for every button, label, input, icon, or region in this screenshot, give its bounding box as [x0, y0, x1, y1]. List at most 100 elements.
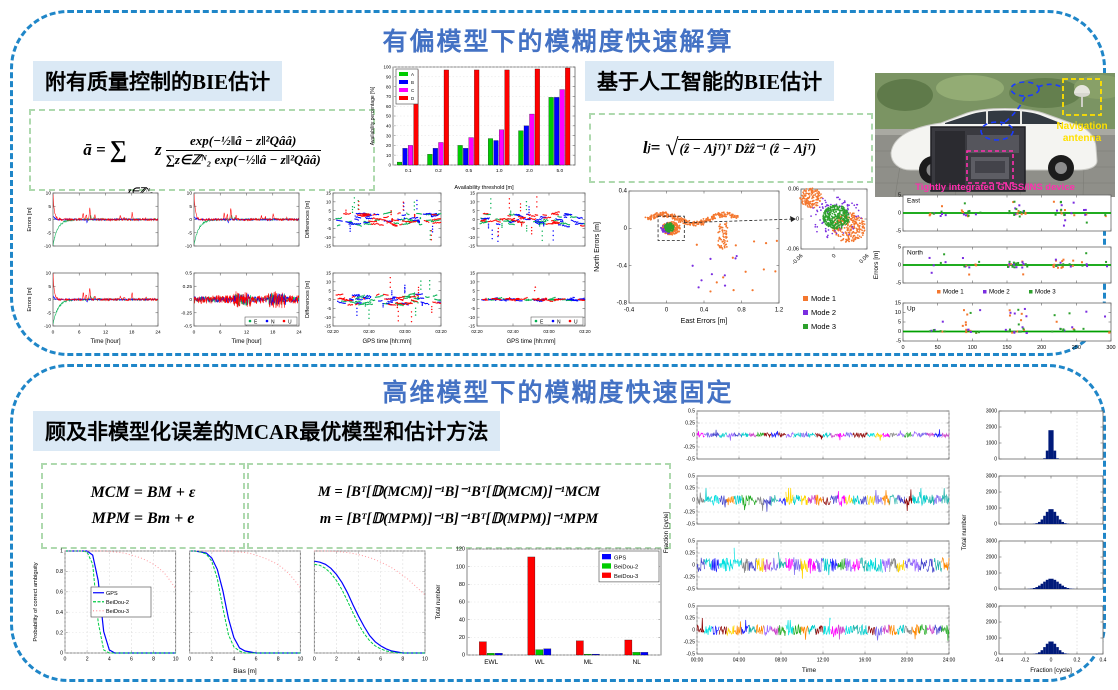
- svg-text:0: 0: [692, 498, 695, 504]
- svg-text:-5: -5: [896, 229, 901, 235]
- svg-text:-0.4: -0.4: [995, 658, 1004, 664]
- svg-text:Fraction [cycle]: Fraction [cycle]: [1030, 667, 1072, 674]
- total-number-bar-chart: 0 20 40 60 80 100 120 EWL WL ML NL Total number GPS B…: [433, 541, 667, 675]
- svg-text:1000: 1000: [986, 571, 997, 577]
- svg-text:0.5: 0.5: [465, 168, 472, 174]
- estimator-formula: M = [Bᵀ[𝔻(MCM)]⁻¹B]⁻¹Bᵀ[𝔻(MCM)]⁻¹MCM m =…: [247, 463, 671, 549]
- svg-text:0: 0: [898, 329, 901, 335]
- svg-text:10: 10: [470, 200, 476, 205]
- svg-text:0: 0: [64, 657, 67, 663]
- signal-path-dashes: [980, 81, 1063, 141]
- svg-text:-5: -5: [471, 306, 475, 311]
- svg-text:0.5: 0.5: [688, 474, 695, 480]
- svg-text:-5: -5: [327, 306, 331, 311]
- svg-text:1.0: 1.0: [496, 168, 503, 174]
- panel-bottom-title: 高维模型下的模糊度快速固定: [382, 379, 734, 407]
- section-header-bie-qc: 附有质量控制的BIE估计: [33, 61, 283, 101]
- svg-text:10: 10: [326, 200, 332, 205]
- antenna-label-line1: Navigation: [1056, 121, 1107, 132]
- section-header-bie-qc-cn2: 估计: [228, 71, 271, 94]
- svg-text:8: 8: [152, 657, 155, 663]
- svg-text:02:40: 02:40: [363, 329, 375, 334]
- probability-curves-chart: 0 0.2 0.4 0.6 0.8 1 0 2 4 6 8 10 GPS BeiDou-2 BeiDou-3…: [29, 547, 431, 675]
- svg-text:0.4: 0.4: [700, 308, 709, 314]
- svg-text:U: U: [288, 319, 292, 325]
- differences-chart: -15 -10 -5 0 5 10 15 Differences [m] -15 -10 -5 0 5 1…: [301, 187, 591, 349]
- svg-text:NL: NL: [633, 659, 642, 666]
- svg-text:Mode 2: Mode 2: [811, 308, 836, 317]
- svg-text:GPS: GPS: [614, 555, 626, 561]
- svg-text:5.0: 5.0: [556, 168, 563, 174]
- svg-text:2000: 2000: [986, 490, 997, 496]
- svg-text:0.5: 0.5: [688, 409, 695, 415]
- svg-text:Mode 3: Mode 3: [1035, 289, 1056, 296]
- svg-text:03:00: 03:00: [543, 329, 555, 334]
- svg-text:North Errors [m]: North Errors [m]: [594, 222, 601, 272]
- svg-text:Total number: Total number: [961, 515, 968, 551]
- svg-text:Time [hour]: Time [hour]: [231, 339, 261, 345]
- svg-text:0.4: 0.4: [619, 189, 628, 195]
- svg-text:0.25: 0.25: [685, 551, 695, 557]
- svg-text:02:20: 02:20: [327, 329, 339, 334]
- svg-text:0: 0: [898, 211, 901, 217]
- svg-text:-10: -10: [44, 324, 51, 330]
- svg-text:N: N: [271, 319, 275, 325]
- svg-text:3000: 3000: [986, 539, 997, 545]
- panel-biased-model: 有偏模型下的模糊度快速解算 附有质量控制的BIE估计 ā = ∑ z∈ℤᴺ₂ z…: [10, 10, 1118, 356]
- svg-text:5: 5: [328, 208, 331, 213]
- svg-text:0.06: 0.06: [859, 253, 871, 265]
- svg-text:10: 10: [422, 657, 428, 663]
- bie-formula-sum-sub: z∈ℤᴺ₂: [127, 186, 153, 196]
- svg-text:-5: -5: [471, 226, 475, 231]
- svg-text:50: 50: [935, 345, 941, 349]
- svg-text:5: 5: [48, 284, 51, 290]
- svg-text:BeiDou-3: BeiDou-3: [106, 609, 129, 615]
- bie-formula-sum: ∑: [109, 136, 127, 163]
- svg-text:20: 20: [459, 635, 465, 641]
- svg-text:03:20: 03:20: [579, 329, 591, 334]
- svg-text:3000: 3000: [986, 409, 997, 415]
- svg-text:0.25: 0.25: [685, 616, 695, 622]
- svg-text:70: 70: [386, 94, 392, 99]
- svg-text:12:00: 12:00: [817, 658, 830, 664]
- svg-text:10: 10: [326, 280, 332, 285]
- svg-text:60: 60: [386, 104, 392, 109]
- device-inset-photo: [930, 126, 1026, 192]
- svg-text:2000: 2000: [986, 620, 997, 626]
- svg-text:2: 2: [86, 657, 89, 663]
- svg-text:BeiDou-2: BeiDou-2: [614, 565, 638, 571]
- svg-text:0: 0: [831, 253, 837, 259]
- estimator-formula-line1: M = [Bᵀ[𝔻(MCM)]⁻¹B]⁻¹Bᵀ[𝔻(MCM)]⁻¹MCM: [317, 484, 601, 500]
- svg-text:0: 0: [796, 217, 799, 223]
- svg-text:12: 12: [103, 329, 109, 335]
- svg-text:Mode 2: Mode 2: [989, 289, 1010, 296]
- svg-text:0: 0: [665, 308, 669, 314]
- svg-text:Probability of correct ambigui: Probability of correct ambiguity: [33, 562, 39, 641]
- svg-text:C: C: [411, 88, 415, 93]
- svg-text:BeiDou-3: BeiDou-3: [614, 574, 638, 580]
- svg-text:0: 0: [388, 163, 391, 168]
- svg-text:3000: 3000: [986, 604, 997, 610]
- svg-text:0: 0: [328, 217, 331, 222]
- svg-text:U: U: [574, 319, 578, 325]
- svg-text:8: 8: [277, 657, 280, 663]
- antenna-glyph: [1074, 85, 1090, 107]
- svg-text:-5: -5: [188, 230, 193, 236]
- svg-text:03:00: 03:00: [399, 329, 411, 334]
- svg-text:10: 10: [470, 280, 476, 285]
- svg-text:Total number: Total number: [436, 585, 442, 620]
- svg-text:10: 10: [46, 271, 52, 277]
- svg-text:0: 0: [328, 297, 331, 302]
- fraction-histogram-chart: 0 1000 2000 3000 0 1000 2000 3000 0 1000 2000 3000 0…: [959, 405, 1111, 677]
- section-header-bie-ai: 基于人工智能的BIE估计: [585, 61, 835, 101]
- svg-text:0.1: 0.1: [405, 168, 412, 174]
- section-header-bie-ai-cn: 基于人工智能的: [597, 71, 744, 94]
- svg-text:0.2: 0.2: [56, 630, 63, 636]
- svg-text:0.6: 0.6: [56, 590, 63, 596]
- mcm-formula-line1: MCM = BM + ε: [90, 484, 196, 501]
- svg-text:0: 0: [462, 653, 465, 659]
- svg-text:-0.2: -0.2: [1021, 658, 1030, 664]
- svg-text:-5: -5: [327, 226, 331, 231]
- svg-text:Availability threshold [m]: Availability threshold [m]: [454, 185, 514, 191]
- svg-text:0.25: 0.25: [685, 486, 695, 492]
